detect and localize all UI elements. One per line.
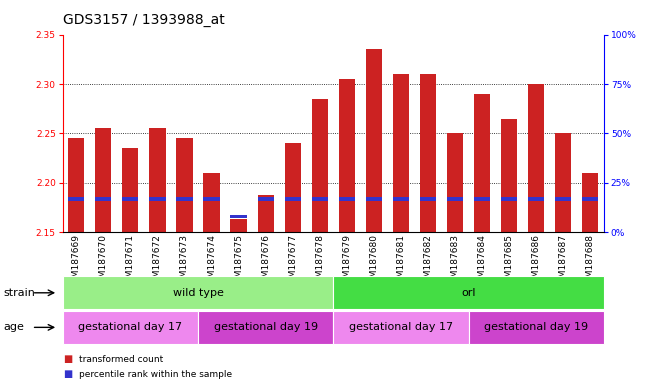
Text: wild type: wild type [172,288,224,298]
Bar [68,197,84,201]
Bar [122,148,139,232]
Bar [230,220,247,232]
Bar [95,129,112,232]
Bar [339,197,355,201]
Text: gestational day 17: gestational day 17 [79,322,182,333]
Bar [582,197,599,201]
Bar [469,311,604,344]
Bar [149,197,166,201]
Bar [257,195,274,232]
Text: gestational day 19: gestational day 19 [214,322,317,333]
Text: percentile rank within the sample: percentile rank within the sample [79,370,232,379]
Text: gestational day 17: gestational day 17 [349,322,453,333]
Bar [68,138,84,232]
Bar [63,276,333,309]
Bar [257,197,274,201]
Bar [333,276,604,309]
Text: transformed count: transformed count [79,354,164,364]
Bar [176,138,193,232]
Bar [420,197,436,201]
Bar [501,197,517,201]
Bar [366,50,382,232]
Bar [582,173,599,232]
Bar [149,129,166,232]
Bar [555,133,572,232]
Bar [555,197,572,201]
Bar [339,79,355,232]
Bar [333,311,469,344]
Text: GDS3157 / 1393988_at: GDS3157 / 1393988_at [63,13,224,27]
Bar [198,311,333,344]
Bar [203,197,220,201]
Bar [366,197,382,201]
Bar [122,197,139,201]
Bar [230,215,247,218]
Bar [393,74,409,232]
Bar [176,197,193,201]
Bar [312,197,328,201]
Bar [501,119,517,232]
Bar [393,197,409,201]
Bar [528,84,544,232]
Bar [284,143,301,232]
Text: strain: strain [3,288,35,298]
Bar [528,197,544,201]
Bar [447,133,463,232]
Bar [63,311,198,344]
Bar [474,94,490,232]
Text: age: age [3,322,24,333]
Text: orl: orl [461,288,476,298]
Text: ■: ■ [63,354,72,364]
Bar [203,173,220,232]
Text: gestational day 19: gestational day 19 [484,322,588,333]
Bar [284,197,301,201]
Bar [447,197,463,201]
Bar [420,74,436,232]
Text: ■: ■ [63,369,72,379]
Bar [95,197,112,201]
Bar [312,99,328,232]
Bar [474,197,490,201]
